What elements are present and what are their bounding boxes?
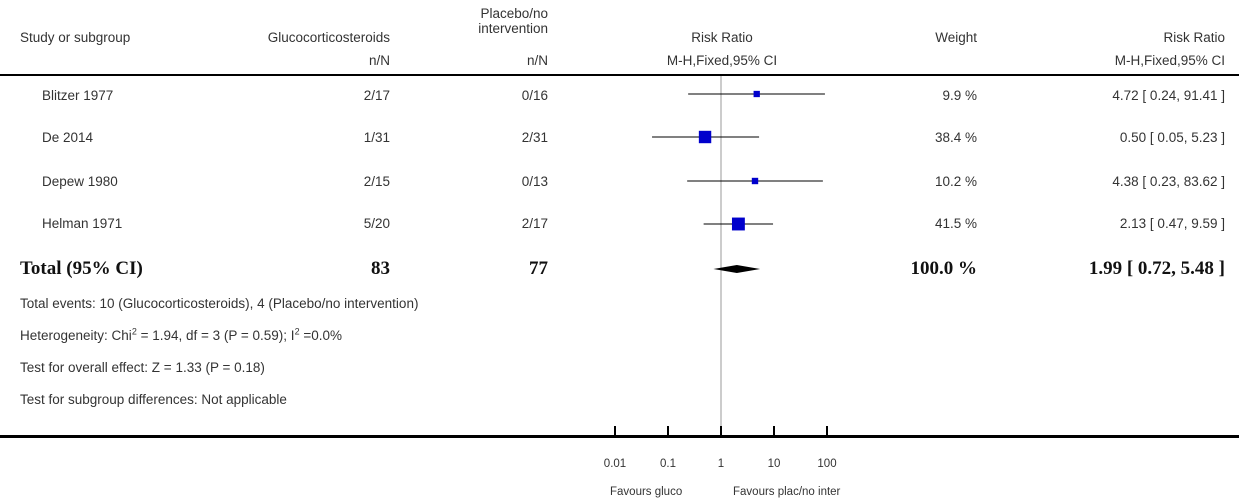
study-name: Helman 1971 <box>42 216 123 231</box>
header-ratio-method: M-H,Fixed,95% CI <box>1114 53 1225 68</box>
total-label: Total (95% CI) <box>20 258 143 279</box>
axis-tick-label: 100 <box>817 458 836 470</box>
axis-tick-label: 0.01 <box>604 458 626 470</box>
header-rule <box>0 74 1239 76</box>
point-estimate-square <box>751 177 759 185</box>
weight-value: 9.9 % <box>942 88 977 103</box>
ci-value: 4.72 [ 0.24, 91.41 ] <box>1112 88 1225 103</box>
weight-value: 38.4 % <box>934 130 977 145</box>
ci-value: 4.38 [ 0.23, 83.62 ] <box>1112 174 1225 189</box>
weight-value: 41.5 % <box>934 216 977 231</box>
weight-value: 10.2 % <box>934 174 977 189</box>
header-study: Study or subgroup <box>20 30 131 45</box>
ci-value: 0.50 [ 0.05, 5.23 ] <box>1119 130 1225 145</box>
header-plot-method: M-H,Fixed,95% CI <box>666 53 778 68</box>
study-name: Blitzer 1977 <box>42 88 114 103</box>
header-experimental: Glucocorticosteroids <box>267 30 390 45</box>
point-estimate-square <box>731 217 745 231</box>
exp-events: 1/31 <box>363 130 390 145</box>
subgroup-diff-note: Test for subgroup differences: Not appli… <box>20 392 287 407</box>
total-exp: 83 <box>371 258 390 279</box>
header-risk-ratio: Risk Ratio <box>1163 30 1225 45</box>
header-exp-nN: n/N <box>368 53 390 68</box>
overall-effect-note: Test for overall effect: Z = 1.33 (P = 0… <box>20 360 265 375</box>
axis-tick-label: 0.1 <box>660 458 676 470</box>
pooled-diamond <box>713 265 761 273</box>
study-name: De 2014 <box>42 130 94 145</box>
total-ctrl: 77 <box>529 258 548 279</box>
axis-tick-label: 1 <box>718 458 724 470</box>
header-weight: Weight <box>935 30 977 45</box>
total-ci: 1.99 [ 0.72, 5.48 ] <box>1088 258 1225 279</box>
axis-tick-label: 10 <box>768 458 781 470</box>
bottom-rule <box>0 435 1239 438</box>
header-control: Placebo/no intervention <box>478 6 548 36</box>
ctrl-events: 2/17 <box>521 216 548 231</box>
total-events-note: Total events: 10 (Glucocorticosteroids),… <box>20 296 419 311</box>
heterogeneity-note: Heterogeneity: Chi2 = 1.94, df = 3 (P = … <box>20 326 342 343</box>
exp-events: 2/15 <box>363 174 390 189</box>
favours-right: Favours plac/no inter <box>733 486 841 498</box>
header-plot-title: Risk Ratio <box>691 30 753 45</box>
exp-events: 5/20 <box>363 216 390 231</box>
ctrl-events: 0/16 <box>521 88 548 103</box>
point-estimate-square <box>698 130 712 144</box>
favours-left: Favours gluco <box>610 486 683 498</box>
point-estimate-square <box>753 90 760 98</box>
ctrl-events: 0/13 <box>521 174 548 189</box>
header-ctrl-nN: n/N <box>526 53 548 68</box>
exp-events: 2/17 <box>363 88 390 103</box>
study-name: Depew 1980 <box>42 174 118 189</box>
total-weight: 100.0 % <box>910 258 978 279</box>
ci-value: 2.13 [ 0.47, 9.59 ] <box>1119 216 1225 231</box>
ctrl-events: 2/31 <box>521 130 548 145</box>
